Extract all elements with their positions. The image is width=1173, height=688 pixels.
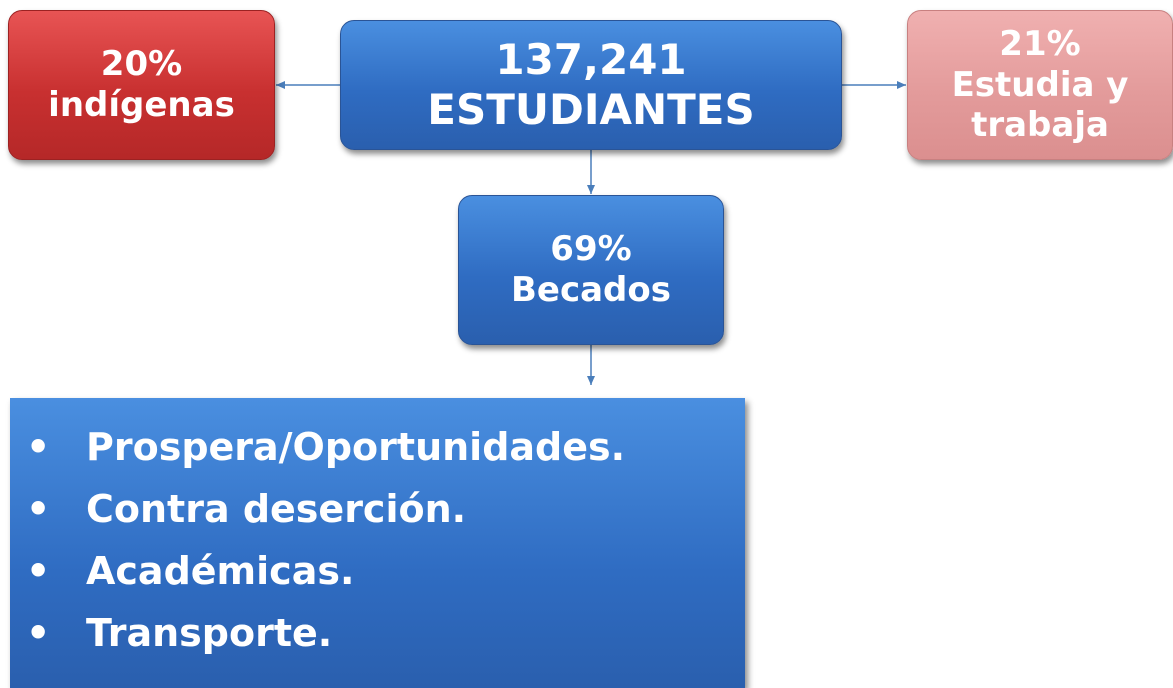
indigenous-node: 20% indígenas — [8, 10, 275, 160]
node-text: 20% — [100, 44, 183, 85]
node-text: 137,241 — [495, 34, 687, 84]
node-text: 21% — [999, 23, 1081, 64]
scholarship-node: 69% Becados — [458, 195, 724, 345]
list-item: Académicas. — [10, 540, 745, 602]
work-study-node: 21% Estudia y trabaja — [907, 10, 1173, 160]
list-item: Prospera/Oportunidades. — [10, 416, 745, 478]
scholarship-list: Prospera/Oportunidades.Contra deserción.… — [10, 398, 745, 688]
node-text: Estudia y — [951, 64, 1129, 105]
node-text: indígenas — [48, 85, 235, 125]
node-text: 69% — [550, 229, 632, 270]
list-item: Transporte. — [10, 602, 745, 664]
node-text: trabaja — [971, 105, 1109, 146]
node-text: ESTUDIANTES — [427, 85, 755, 134]
node-text: Becados — [510, 270, 671, 310]
list-item: Contra deserción. — [10, 478, 745, 540]
total-node: 137,241 ESTUDIANTES — [340, 20, 842, 150]
